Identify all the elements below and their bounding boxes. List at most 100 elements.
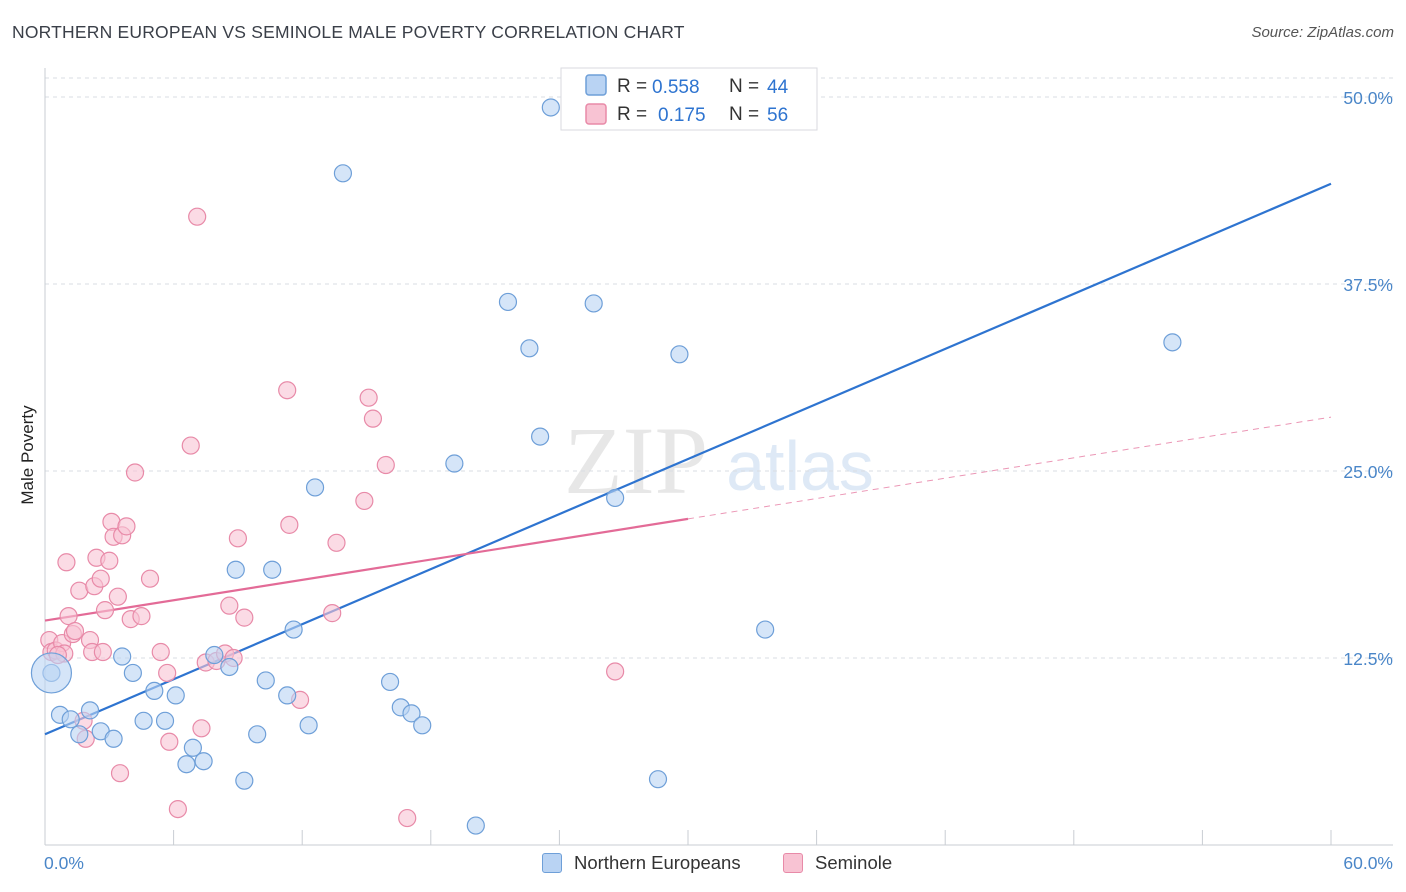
legend-n-label: N = — [729, 76, 759, 97]
data-point-seminole — [280, 515, 299, 534]
data-point-northern-europeans — [278, 686, 297, 705]
y-tick-label: 25.0% — [1343, 462, 1393, 482]
data-point-northern-europeans — [70, 725, 89, 744]
legend-r-value: 0.175 — [658, 105, 706, 126]
data-point-seminole — [359, 388, 378, 407]
data-point-northern-europeans — [445, 454, 464, 473]
data-point-seminole — [355, 491, 374, 511]
x-tick-label: 60.0% — [1343, 853, 1393, 873]
legend-r-label: R = — [617, 104, 647, 125]
data-point-seminole — [158, 663, 177, 683]
data-point-seminole — [376, 455, 395, 475]
legend-r-label: R = — [617, 76, 647, 97]
data-point-seminole — [220, 596, 239, 615]
data-point-northern-europeans — [30, 652, 73, 694]
y-tick-label: 37.5% — [1343, 275, 1393, 295]
data-point-seminole — [93, 642, 112, 662]
data-point-northern-europeans — [606, 488, 625, 508]
data-point-northern-europeans — [413, 716, 432, 735]
trend-lines — [44, 182, 1332, 736]
x-tick-label: 0.0% — [44, 853, 84, 873]
data-point-northern-europeans — [284, 620, 303, 639]
data-point-northern-europeans — [299, 716, 318, 735]
data-point-northern-europeans — [305, 478, 325, 497]
y-tick-labels: 12.5% 25.0% 37.5% 50.0% — [1343, 88, 1393, 669]
data-point-northern-europeans — [333, 164, 353, 183]
data-point-northern-europeans — [402, 704, 421, 723]
data-point-seminole — [188, 207, 207, 226]
data-point-northern-europeans — [220, 657, 239, 677]
data-point-northern-europeans — [183, 738, 202, 757]
data-point-seminole — [160, 732, 179, 751]
legend-item-northern-europeans: Northern Europeans — [542, 852, 741, 874]
data-point-seminole — [398, 808, 417, 828]
legend-swatch — [783, 853, 803, 873]
data-point-seminole — [65, 621, 85, 641]
data-point-seminole — [110, 764, 130, 783]
watermark-atlas: atlas — [726, 427, 874, 505]
data-point-northern-europeans — [1163, 333, 1182, 352]
trend-line-northern-europeans — [44, 182, 1332, 736]
data-point-seminole — [95, 601, 115, 620]
data-point-northern-europeans — [194, 752, 213, 771]
data-point-northern-europeans — [123, 663, 142, 683]
legend-swatch-pink — [585, 103, 607, 125]
data-point-seminole — [228, 529, 247, 548]
data-point-seminole — [235, 608, 254, 627]
data-point-northern-europeans — [263, 560, 282, 579]
data-point-northern-europeans — [205, 645, 224, 665]
legend-r-value: 0.558 — [652, 77, 700, 98]
data-point-northern-europeans — [256, 671, 275, 690]
data-point-northern-europeans — [466, 816, 485, 835]
watermark: ZIP atlas — [564, 407, 874, 514]
data-point-northern-europeans — [226, 560, 245, 579]
legend-top: R = 0.558 N = 44 R = 0.175 N = 56 — [560, 67, 818, 131]
data-point-northern-europeans — [104, 729, 123, 748]
axes — [44, 68, 1393, 846]
legend-n-label: N = — [729, 104, 759, 125]
data-point-northern-europeans — [177, 755, 196, 774]
data-point-seminole — [117, 517, 136, 536]
data-point-seminole — [606, 662, 625, 681]
y-tick-label: 12.5% — [1343, 649, 1393, 669]
y-tick-label: 50.0% — [1343, 88, 1393, 108]
data-point-seminole — [192, 719, 211, 738]
data-point-northern-europeans — [166, 686, 185, 705]
data-points — [30, 98, 1182, 835]
legend-swatch-blue — [585, 74, 607, 96]
data-point-northern-europeans — [61, 710, 80, 729]
data-point-northern-europeans — [248, 725, 267, 744]
x-tick-labels: 0.0% 60.0% — [44, 853, 1393, 873]
data-point-northern-europeans — [113, 647, 132, 666]
data-point-seminole — [125, 463, 145, 482]
data-point-seminole — [70, 581, 89, 600]
data-point-northern-europeans — [531, 427, 550, 446]
data-point-seminole — [323, 604, 342, 623]
data-point-seminole — [140, 569, 160, 588]
legend-label: Northern Europeans — [574, 852, 741, 873]
data-point-northern-europeans — [498, 292, 518, 312]
data-point-northern-europeans — [235, 771, 254, 790]
data-point-seminole — [151, 642, 170, 662]
legend-label: Seminole — [815, 852, 893, 873]
data-point-seminole — [278, 381, 297, 400]
trend-line-seminole — [44, 517, 689, 622]
data-point-northern-europeans — [145, 681, 164, 701]
data-point-seminole — [168, 799, 187, 819]
legend-n-value: 56 — [767, 105, 788, 126]
legend-n-value: 44 — [767, 77, 789, 98]
data-point-seminole — [327, 533, 346, 552]
trend-line-seminole-extension — [687, 416, 1332, 520]
data-point-northern-europeans — [80, 701, 100, 720]
source-label: Source: ZipAtlas.com — [1251, 24, 1394, 41]
data-point-northern-europeans — [134, 711, 153, 730]
data-point-seminole — [132, 607, 151, 626]
chart-title: NORTHERN EUROPEAN VS SEMINOLE MALE POVER… — [12, 22, 685, 42]
data-point-northern-europeans — [670, 345, 689, 364]
data-point-northern-europeans — [541, 98, 560, 117]
data-point-northern-europeans — [648, 770, 668, 789]
data-point-seminole — [57, 553, 76, 572]
data-point-seminole — [100, 551, 119, 570]
data-point-northern-europeans — [756, 620, 775, 639]
